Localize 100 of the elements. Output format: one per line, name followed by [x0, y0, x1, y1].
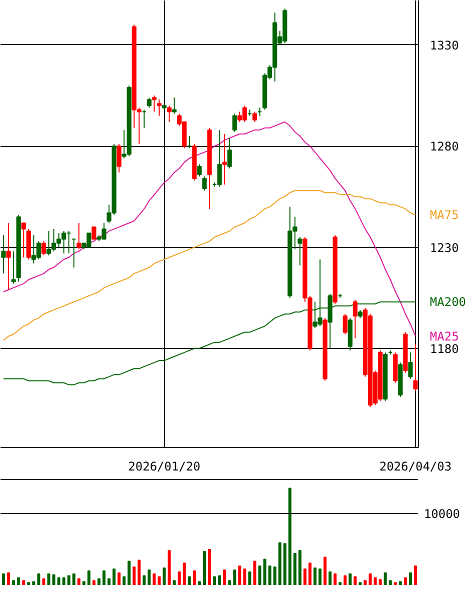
- bar: [27, 582, 30, 585]
- bar: [404, 577, 407, 585]
- candlestick: [222, 133, 227, 186]
- candlestick: [202, 176, 207, 192]
- bar: [358, 582, 362, 585]
- bar: [374, 577, 377, 585]
- bar: [152, 573, 156, 585]
- candlestick: [156, 99, 162, 116]
- bar: [118, 572, 121, 585]
- y-tick-label: 1280: [430, 140, 459, 154]
- bar: [22, 580, 26, 585]
- bar: [298, 550, 302, 585]
- bar: [97, 578, 100, 585]
- candlestick: [352, 299, 358, 339]
- bar: [142, 575, 146, 585]
- bar: [324, 556, 327, 585]
- candlestick: [152, 95, 157, 112]
- y-tick-label: 1330: [430, 38, 459, 52]
- text: 10000: [424, 507, 460, 522]
- bar: [158, 576, 161, 585]
- bar: [82, 581, 86, 585]
- line-series: [3, 190, 416, 341]
- bar: [288, 488, 292, 585]
- line-series: [3, 121, 416, 337]
- candlestick: [116, 144, 122, 173]
- bar: [258, 566, 262, 585]
- bar: [394, 582, 397, 585]
- candlestick: [232, 113, 237, 132]
- candlestick: [1, 234, 6, 274]
- bar: [338, 582, 342, 585]
- bar: [57, 577, 60, 585]
- candlestick: [6, 222, 11, 290]
- bar: [52, 574, 56, 585]
- bar: [92, 580, 96, 585]
- bar: [108, 578, 111, 585]
- candlestick: [21, 222, 26, 258]
- bar: [223, 569, 226, 585]
- bar: [213, 576, 216, 585]
- bar: [128, 560, 131, 585]
- bar: [388, 580, 392, 585]
- bar: [243, 568, 246, 585]
- bar: [268, 566, 272, 585]
- candlestick: [197, 164, 202, 177]
- bar: [62, 577, 66, 585]
- candlestick: [413, 344, 418, 392]
- bar: [408, 572, 412, 585]
- bar: [67, 575, 70, 585]
- y-tick-label: 1180: [430, 342, 459, 356]
- bar: [148, 569, 151, 585]
- bar: [253, 560, 256, 585]
- bar: [344, 575, 347, 585]
- bar: [172, 580, 176, 585]
- bar: [364, 580, 367, 585]
- bar: [202, 550, 206, 585]
- candlestick: [92, 226, 96, 240]
- y-tick-label: 1230: [430, 240, 459, 255]
- candlestick: [298, 236, 302, 266]
- bar: [293, 552, 296, 585]
- bar: [314, 567, 317, 585]
- candlestick: [227, 138, 232, 169]
- bar: [42, 578, 46, 585]
- candlestick: [11, 250, 16, 284]
- bar: [328, 571, 332, 585]
- bar: [112, 568, 116, 585]
- bar: [198, 581, 201, 585]
- bar: [248, 571, 252, 585]
- bar: [308, 562, 312, 585]
- bar: [72, 573, 76, 585]
- bar: [228, 580, 232, 585]
- bar: [238, 566, 242, 585]
- bar: [77, 578, 80, 585]
- bar: [263, 558, 266, 585]
- bar: [102, 570, 106, 585]
- bar: [178, 571, 181, 585]
- candlestick: [146, 97, 152, 108]
- candlestick: [342, 314, 348, 335]
- bar: [162, 567, 166, 585]
- bar: [414, 566, 417, 585]
- candlestick: [172, 97, 177, 114]
- bar: [318, 568, 322, 585]
- bar: [37, 573, 40, 585]
- bar: [2, 573, 6, 585]
- bar: [192, 570, 196, 585]
- bar: [233, 569, 236, 585]
- series-label: MA25: [430, 329, 459, 344]
- bar: [188, 576, 191, 585]
- bar: [138, 560, 141, 585]
- series-label: MA200: [430, 294, 466, 309]
- bar: [368, 573, 372, 585]
- candlestick: [408, 352, 413, 380]
- bar: [208, 549, 212, 585]
- bar: [398, 581, 402, 585]
- bar: [122, 576, 126, 585]
- candlestick: [167, 105, 172, 122]
- bar: [273, 566, 276, 585]
- bar: [384, 572, 387, 585]
- bar: [17, 577, 20, 585]
- bar: [182, 562, 186, 585]
- bar: [12, 580, 16, 585]
- bar: [283, 543, 286, 585]
